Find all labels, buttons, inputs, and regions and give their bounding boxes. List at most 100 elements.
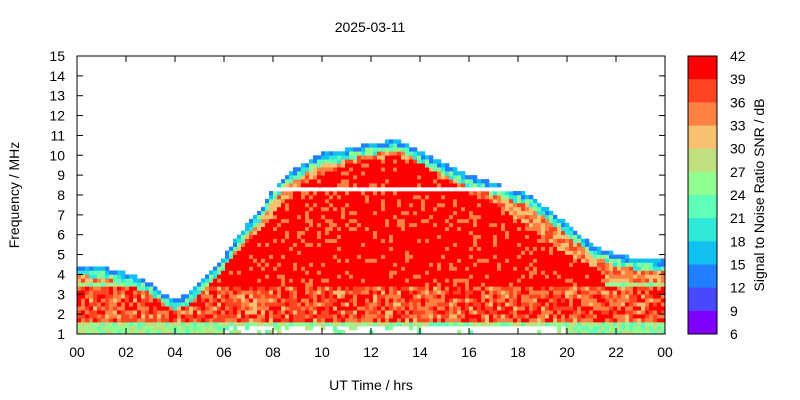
heatmap-cell	[349, 278, 354, 283]
heatmap-cell	[261, 314, 266, 319]
heatmap-cell	[361, 282, 366, 287]
heatmap-cell	[381, 198, 386, 204]
heatmap-cell	[469, 254, 474, 259]
heatmap-cell	[193, 330, 198, 335]
heatmap-cell	[133, 278, 138, 283]
heatmap-cell	[349, 286, 354, 291]
heatmap-cell	[557, 278, 562, 283]
heatmap-cell	[341, 262, 346, 267]
heatmap-cell	[433, 286, 438, 291]
heatmap-cell	[289, 258, 294, 263]
heatmap-cell	[97, 282, 102, 287]
heatmap-cell	[489, 286, 494, 291]
heatmap-cell	[617, 286, 622, 291]
heatmap-cell	[501, 306, 506, 311]
heatmap-cell	[77, 266, 82, 271]
heatmap-cell	[273, 238, 278, 243]
heatmap-cell	[337, 278, 342, 283]
heatmap-cell	[297, 238, 302, 243]
heatmap-cell	[265, 274, 270, 279]
heatmap-cell	[337, 226, 342, 232]
heatmap-cell	[405, 198, 410, 204]
heatmap-cell	[421, 195, 426, 200]
heatmap-cell	[549, 310, 554, 315]
heatmap-cell	[561, 266, 566, 271]
heatmap-cell	[569, 322, 574, 327]
heatmap-cell	[329, 278, 334, 283]
heatmap-cell	[321, 290, 326, 295]
heatmap-cell	[513, 286, 518, 291]
heatmap-cell	[461, 266, 466, 271]
heatmap-cell	[77, 306, 82, 311]
heatmap-cell	[305, 210, 310, 216]
heatmap-cell	[641, 290, 646, 295]
heatmap-cell	[345, 230, 350, 236]
heatmap-cell	[125, 298, 130, 303]
heatmap-cell	[257, 302, 262, 307]
heatmap-cell	[113, 274, 118, 279]
heatmap-cell	[517, 238, 522, 243]
heatmap-cell	[381, 167, 386, 172]
heatmap-cell	[597, 330, 602, 335]
heatmap-cell	[537, 282, 542, 287]
heatmap-cell	[369, 167, 374, 172]
heatmap-cell	[493, 298, 498, 303]
heatmap-cell	[521, 298, 526, 303]
heatmap-cell	[293, 206, 298, 212]
heatmap-cell	[193, 294, 198, 299]
heatmap-cell	[441, 187, 446, 192]
heatmap-cell	[325, 266, 330, 271]
heatmap-cell	[433, 302, 438, 307]
heatmap-cell	[345, 171, 350, 176]
heatmap-cell	[333, 210, 338, 216]
heatmap-cell	[329, 167, 334, 172]
heatmap-cell	[613, 278, 618, 283]
heatmap-cell	[429, 282, 434, 287]
heatmap-cell	[437, 206, 442, 212]
heatmap-cell	[169, 330, 174, 335]
heatmap-cell	[501, 298, 506, 303]
heatmap-cell	[281, 274, 286, 279]
heatmap-cell	[477, 195, 482, 200]
heatmap-cell	[517, 191, 522, 196]
heatmap-cell	[221, 302, 226, 307]
heatmap-cell	[433, 187, 438, 192]
heatmap-cell	[237, 274, 242, 279]
heatmap-cell	[373, 214, 378, 220]
heatmap-cell	[401, 147, 406, 152]
heatmap-cell	[477, 198, 482, 204]
heatmap-cell	[473, 262, 478, 267]
heatmap-cell	[321, 202, 326, 208]
heatmap-cell	[533, 294, 538, 299]
heatmap-cell	[601, 302, 606, 307]
heatmap-cell	[657, 290, 662, 295]
heatmap-cell	[369, 198, 374, 204]
heatmap-cell	[581, 298, 586, 303]
heatmap-cell	[385, 230, 390, 236]
heatmap-cell	[285, 298, 290, 303]
heatmap-cell	[437, 234, 442, 239]
heatmap-cell	[465, 202, 470, 208]
heatmap-cell	[365, 226, 370, 232]
heatmap-cell	[125, 278, 130, 283]
heatmap-cell	[397, 310, 402, 315]
heatmap-cell	[249, 254, 254, 259]
heatmap-cell	[661, 294, 666, 299]
heatmap-cell	[545, 218, 550, 224]
heatmap-cell	[97, 310, 102, 315]
heatmap-cell	[397, 183, 402, 188]
heatmap-cell	[605, 274, 610, 279]
heatmap-cell	[113, 326, 118, 331]
heatmap-cell	[361, 270, 366, 275]
heatmap-cell	[209, 322, 214, 327]
heatmap-cell	[421, 179, 426, 184]
heatmap-cell	[217, 294, 222, 299]
heatmap-cell	[345, 155, 350, 160]
heatmap-cell	[457, 318, 462, 323]
heatmap-cell	[593, 262, 598, 267]
heatmap-cell	[317, 222, 322, 228]
heatmap-cell	[485, 250, 490, 255]
heatmap-cell	[557, 242, 562, 247]
heatmap-cell	[409, 262, 414, 267]
heatmap-cell	[661, 270, 666, 275]
